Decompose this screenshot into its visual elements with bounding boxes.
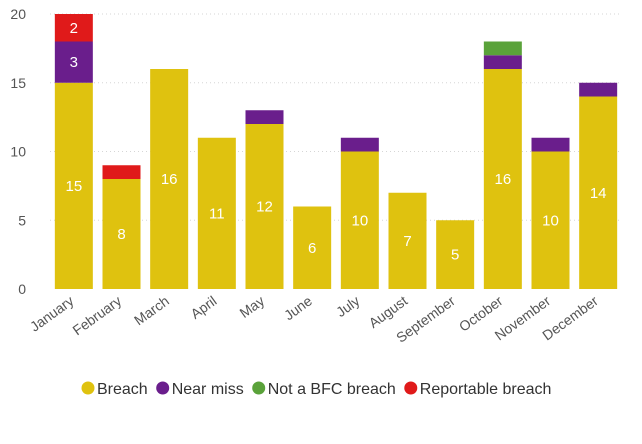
y-tick-label: 15 — [10, 75, 26, 91]
legend-item-reportable-breach[interactable]: Reportable breach — [404, 381, 551, 398]
y-axis-ticks: 0 5 10 15 20 — [10, 6, 26, 297]
legend-marker — [81, 381, 95, 395]
legend-marker — [404, 381, 418, 395]
data-label-january-near-miss: 3 — [70, 54, 78, 71]
bar-january-near-miss[interactable] — [54, 41, 93, 83]
legend-marker — [252, 381, 266, 395]
legend-marker — [156, 381, 170, 395]
bar-december-breach[interactable] — [579, 96, 618, 290]
data-label-november-breach: 10 — [542, 212, 559, 229]
bar-july-near-miss[interactable] — [340, 137, 379, 152]
legend-label: Not a BFC breach — [268, 381, 396, 398]
bar-february-reportable-breach[interactable] — [102, 165, 141, 179]
bar-april-breach[interactable] — [197, 137, 236, 289]
data-label-august-breach: 7 — [403, 233, 411, 250]
data-label-october-breach: 16 — [494, 171, 511, 188]
data-label-march-breach: 16 — [161, 171, 178, 188]
bar-january-reportable-breach[interactable] — [54, 14, 93, 42]
bars — [54, 14, 618, 290]
data-label-july-breach: 10 — [351, 212, 368, 229]
y-tick-label: 0 — [18, 281, 26, 297]
y-tick-label: 5 — [18, 212, 26, 228]
legend-label: Reportable breach — [420, 381, 552, 398]
bar-july-breach[interactable] — [340, 151, 379, 290]
bar-may-near-miss[interactable] — [245, 110, 284, 124]
y-tick-label: 20 — [10, 6, 26, 22]
data-label-may-breach: 12 — [256, 199, 273, 216]
x-tick-label: May — [236, 292, 267, 320]
legend-item-not-a-bfc-breach[interactable]: Not a BFC breach — [252, 381, 396, 398]
bar-december-near-miss[interactable] — [579, 82, 618, 97]
bar-march-breach[interactable] — [150, 69, 189, 289]
legend[interactable]: Breach Near miss Not a BFC breach Reportabl… — [81, 381, 552, 398]
data-label-june-breach: 6 — [308, 240, 316, 257]
bar-october-breach[interactable] — [483, 69, 522, 289]
bar-february-breach[interactable] — [102, 179, 141, 289]
data-label-september-breach: 5 — [451, 247, 459, 264]
legend-label: Near miss — [172, 381, 244, 398]
legend-item-breach[interactable]: Breach — [81, 381, 148, 398]
x-tick-label: June — [281, 292, 315, 323]
data-label-december-breach: 14 — [590, 185, 607, 202]
bar-august-breach[interactable] — [388, 192, 427, 289]
bar-october-near-miss[interactable] — [483, 55, 522, 69]
bar-september-breach[interactable] — [436, 220, 475, 289]
x-tick-label: April — [188, 292, 220, 321]
y-tick-label: 10 — [10, 144, 26, 160]
data-label-april-breach: 11 — [209, 205, 225, 222]
bar-november-near-miss[interactable] — [531, 137, 570, 152]
bar-november-breach[interactable] — [531, 151, 570, 290]
data-label-february-breach: 8 — [117, 226, 125, 243]
data-labels: 15 3 2 8 16 11 12 6 10 7 5 16 10 14 — [65, 20, 606, 264]
legend-label: Breach — [97, 381, 148, 398]
x-tick-label: March — [131, 292, 172, 328]
legend-item-near-miss[interactable]: Near miss — [156, 381, 244, 398]
bar-january-breach[interactable] — [54, 82, 93, 289]
bar-may-breach[interactable] — [245, 124, 284, 289]
gridlines — [50, 13, 622, 221]
data-label-january-reportable-breach: 2 — [70, 20, 78, 37]
x-tick-label: July — [333, 292, 363, 320]
x-tick-label: January — [27, 292, 77, 334]
data-label-january-breach: 15 — [65, 178, 82, 195]
x-tick-label: February — [70, 292, 125, 338]
bar-october-not-a-bfc-breach[interactable] — [483, 41, 522, 56]
bar-june-breach[interactable] — [293, 206, 332, 290]
